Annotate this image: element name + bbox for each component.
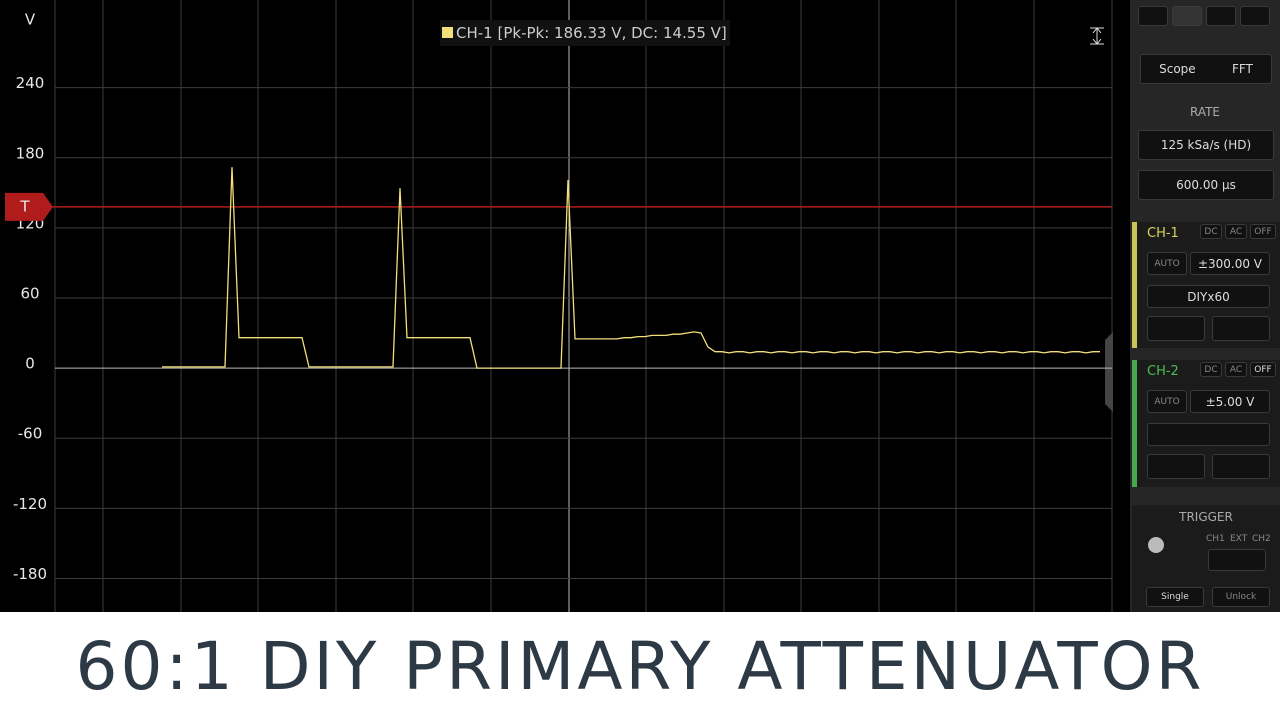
y-tick-label: -120 xyxy=(13,495,47,513)
trace xyxy=(162,167,1100,369)
tab-icon[interactable] xyxy=(1206,6,1236,26)
ch1-math-btn[interactable] xyxy=(1212,316,1270,341)
y-tick-label: -180 xyxy=(13,565,47,583)
legend-bg xyxy=(440,20,730,46)
y-tick-label: 180 xyxy=(16,144,45,162)
ch2-dc[interactable]: DC xyxy=(1200,362,1222,377)
ch1-panel: CH-1 DC AC OFF AUTO ±300.00 V DIYx60 xyxy=(1132,222,1280,348)
ch2-wave-btn[interactable] xyxy=(1147,454,1205,479)
trigger-knob[interactable] xyxy=(1148,537,1164,553)
plot-bg xyxy=(0,0,1125,612)
ch2-ac[interactable]: AC xyxy=(1225,362,1247,377)
trigger-panel: TRIGGER CH1 EXT CH2 Single Unlock xyxy=(1132,505,1280,612)
ch1-dc[interactable]: DC xyxy=(1200,224,1222,239)
ch2-name: CH-2 xyxy=(1147,364,1179,379)
legend-text: CH-1 [Pk-Pk: 186.33 V, DC: 14.55 V] xyxy=(456,24,727,42)
trigger-label: T xyxy=(19,197,30,215)
source-slider[interactable] xyxy=(1208,549,1266,571)
ch1-probe[interactable]: DIYx60 xyxy=(1147,285,1270,308)
tab-icon[interactable] xyxy=(1138,6,1168,26)
mode-scope[interactable]: Scope xyxy=(1159,62,1196,76)
trigger-marker xyxy=(5,192,53,221)
ch2-off[interactable]: OFF xyxy=(1250,362,1276,377)
legend-measurement: [Pk-Pk: 186.33 V, DC: 14.55 V] xyxy=(498,24,727,42)
y-axis-label: V xyxy=(25,11,36,29)
timebase-select[interactable]: 600.00 µs xyxy=(1138,170,1274,200)
ch2-probe[interactable] xyxy=(1147,423,1270,446)
v-grid xyxy=(54,0,1113,612)
y-tick-label: 0 xyxy=(25,355,35,373)
tab-icon[interactable] xyxy=(1172,6,1202,26)
banner: 60:1 DIY PRIMARY ATTENUATOR xyxy=(0,612,1280,720)
ch1-ac[interactable]: AC xyxy=(1225,224,1247,239)
unlock-btn[interactable]: Unlock xyxy=(1212,587,1270,607)
ch2-math-btn[interactable] xyxy=(1212,454,1270,479)
legend-swatch xyxy=(442,27,453,38)
cursor-icon xyxy=(1090,27,1104,45)
banner-title: 60:1 DIY PRIMARY ATTENUATOR xyxy=(75,627,1205,705)
tab-icon[interactable] xyxy=(1240,6,1270,26)
mode-toggle[interactable]: Scope FFT xyxy=(1140,54,1272,84)
ch1-auto[interactable]: AUTO xyxy=(1147,252,1187,275)
y-tick-label: -60 xyxy=(18,425,43,443)
src-ext[interactable]: EXT xyxy=(1230,534,1248,544)
ch2-panel: CH-2 DC AC OFF AUTO ±5.00 V xyxy=(1132,360,1280,487)
y-tick-label: 240 xyxy=(16,74,45,92)
rate-title: RATE xyxy=(1189,105,1221,119)
rate-select[interactable]: 125 kSa/s (HD) xyxy=(1138,130,1274,160)
side-panel: Scope FFT RATE 125 kSa/s (HD) 600.00 µs C… xyxy=(1130,0,1280,612)
single-btn[interactable]: Single xyxy=(1146,587,1204,607)
ch1-off[interactable]: OFF xyxy=(1250,224,1276,239)
ch2-auto[interactable]: AUTO xyxy=(1147,390,1187,413)
ch1-range[interactable]: ±300.00 V xyxy=(1190,252,1270,275)
ch1-wave-btn[interactable] xyxy=(1147,316,1205,341)
legend-name: CH-1 xyxy=(456,24,493,42)
trigger-title: TRIGGER xyxy=(1179,510,1233,524)
mode-fft[interactable]: FFT xyxy=(1231,62,1253,76)
y-tick-label: 60 xyxy=(20,284,39,302)
ch2-range[interactable]: ±5.00 V xyxy=(1190,390,1270,413)
ch1-name: CH-1 xyxy=(1147,226,1179,241)
panel-handle xyxy=(1105,332,1113,412)
src-ch2[interactable]: CH2 xyxy=(1252,534,1271,544)
src-ch1[interactable]: CH1 xyxy=(1206,534,1225,544)
